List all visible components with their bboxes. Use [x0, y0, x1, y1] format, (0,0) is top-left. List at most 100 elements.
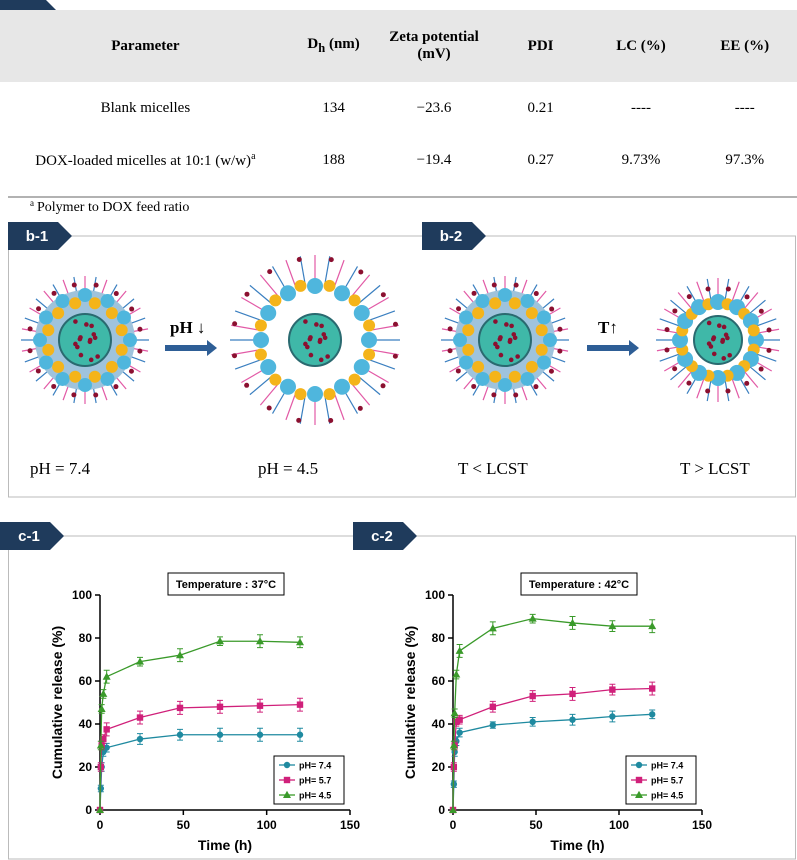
- panel-label: b-2: [440, 228, 463, 245]
- table-cell: DOX-loaded micelles at 10:1 (w/w)a: [0, 134, 291, 186]
- drug-dot: [318, 357, 324, 363]
- footnote-mark: a: [30, 198, 34, 208]
- state-caption: pH = 7.4: [30, 459, 91, 478]
- drug-dot: [711, 351, 717, 357]
- micelle-brush: [696, 281, 705, 303]
- drug-dot: [744, 380, 750, 386]
- data-marker: [528, 614, 537, 622]
- drug-dot: [533, 291, 539, 297]
- drug-dot: [686, 380, 692, 386]
- micelle-segment: [105, 360, 118, 373]
- micelle-block: [100, 371, 115, 386]
- column-header: Dh (nm): [290, 10, 377, 82]
- micelle-brush: [357, 375, 381, 396]
- data-marker: [453, 718, 460, 726]
- drug-dot: [392, 353, 398, 359]
- drug-dot: [328, 257, 334, 263]
- drug-dot: [509, 323, 514, 329]
- micelle-brush: [249, 375, 273, 396]
- data-marker: [488, 624, 497, 632]
- micelle-block: [55, 371, 70, 386]
- micelle-brush: [350, 382, 371, 406]
- micelle-block: [334, 285, 350, 302]
- drug-dot: [27, 348, 33, 354]
- micelle-segment: [472, 360, 485, 373]
- micelle-block: [453, 333, 467, 347]
- micelle-block: [100, 294, 115, 309]
- drug-dot: [512, 335, 518, 341]
- x-tick-label: 100: [609, 818, 629, 832]
- micelle-segment: [52, 307, 65, 320]
- micelle-block: [260, 359, 277, 375]
- drug-dot: [508, 357, 514, 363]
- data-marker: [256, 702, 264, 709]
- drug-dot: [498, 335, 503, 340]
- micelle-segment: [348, 373, 361, 386]
- panel-tab: [8, 222, 72, 250]
- micelle-brush: [743, 370, 759, 388]
- micelle-block: [543, 333, 557, 347]
- micelle-brush: [333, 392, 345, 421]
- micelle-brush: [231, 324, 260, 331]
- drug-dot: [267, 269, 273, 275]
- micelle-block: [33, 333, 47, 347]
- data-marker: [648, 621, 657, 630]
- micelle-segment: [323, 279, 336, 292]
- micelle-segment: [294, 388, 307, 401]
- micelle-segment: [462, 324, 475, 337]
- micelle-block: [475, 294, 490, 309]
- y-tick-label: 60: [79, 674, 93, 688]
- drug-dot: [71, 282, 77, 288]
- drug-dot: [73, 341, 78, 347]
- drug-dot: [513, 282, 519, 288]
- arrow: [587, 340, 639, 356]
- micelle-block: [39, 355, 54, 370]
- micelle-brush: [755, 318, 777, 327]
- micelle-core: [478, 313, 532, 367]
- drug-dot: [266, 405, 272, 411]
- annotation: Temperature : 37°C: [176, 579, 276, 591]
- data-marker: [256, 731, 264, 738]
- micelle-brush: [670, 299, 688, 315]
- data-marker: [449, 741, 458, 749]
- panel-tab: [0, 522, 64, 550]
- annotation: Temperature : 42°C: [529, 579, 629, 591]
- series-line: [452, 713, 653, 811]
- micelle-brush: [234, 358, 263, 370]
- micelle-block: [55, 294, 70, 309]
- micelle-block: [498, 288, 512, 302]
- table-cell: 0.27: [527, 151, 554, 168]
- micelle-core: [693, 315, 743, 365]
- drug-dot: [73, 319, 78, 324]
- drug-dot: [515, 354, 520, 359]
- data-marker: [103, 744, 110, 751]
- drug-dot: [319, 323, 324, 329]
- drug-dot: [51, 290, 57, 296]
- header-sub: h: [318, 41, 326, 55]
- drug-dot: [93, 282, 99, 288]
- data-marker: [96, 805, 104, 813]
- x-axis-label: Time (h): [550, 837, 604, 853]
- drug-dot: [244, 291, 250, 297]
- data-marker: [283, 776, 291, 784]
- panel-tab: [353, 522, 417, 550]
- drug-dot: [725, 388, 731, 394]
- micelle-segment: [363, 348, 376, 361]
- data-marker: [176, 704, 184, 712]
- drug-dot: [513, 392, 519, 398]
- micelle-block: [307, 386, 323, 402]
- micelle-segment: [269, 294, 282, 307]
- micelle-segment: [535, 343, 548, 356]
- arrow-label: T↑: [598, 318, 618, 337]
- panel-frame: [8, 235, 796, 498]
- table-row: Blank micelles 134 −23.6 0.21 ---- ----: [0, 82, 797, 134]
- micelle-block: [361, 332, 377, 348]
- drug-dot: [507, 339, 513, 345]
- drug-dot: [92, 335, 98, 341]
- data-marker: [283, 790, 291, 798]
- micelle-segment: [254, 348, 267, 361]
- micelle-segment: [508, 370, 521, 383]
- drug-dot: [664, 327, 670, 333]
- micelle-brush: [677, 370, 693, 388]
- data-marker: [99, 689, 108, 697]
